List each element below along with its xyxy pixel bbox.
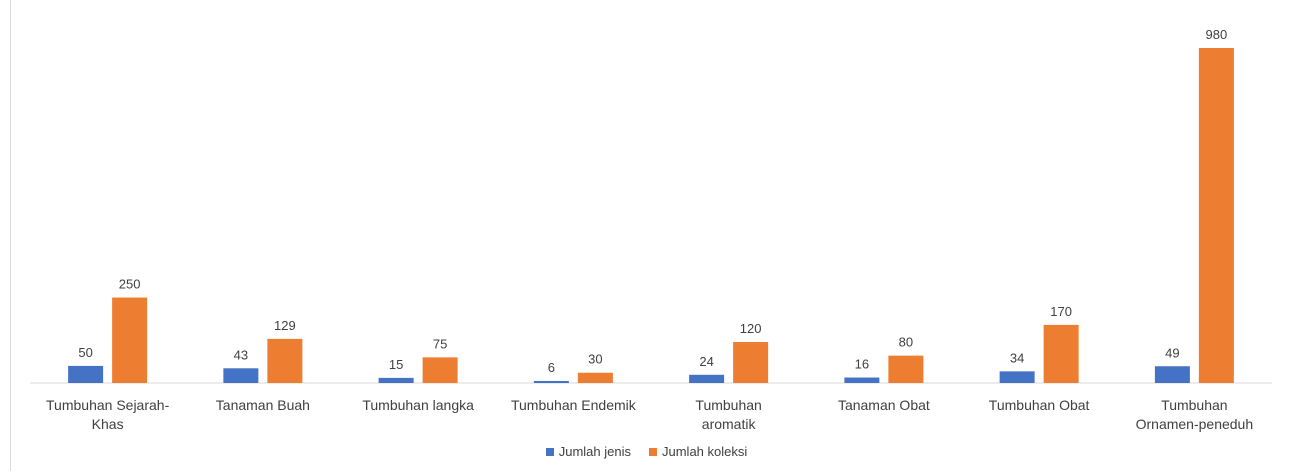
bar-series-1-cat-5 (888, 355, 924, 383)
x-tick-label-6: Tumbuhan Obat (989, 397, 1090, 413)
data-label-series-1-cat-2: 75 (433, 336, 447, 351)
data-label-series-0-cat-0: 50 (78, 345, 92, 360)
bar-series-1-cat-2 (422, 357, 458, 383)
legend-label-series-1: Jumlah koleksi (662, 444, 748, 459)
bar-series-0-cat-4 (689, 374, 725, 383)
bar-chart: 50 250 43 129 15 75 6 30 24 120 16 80 34 170 49 980 Tum… (30, 27, 1272, 432)
x-tick-label-0-line-0: Tumbuhan Sejarah- (46, 397, 170, 413)
data-label-series-1-cat-5: 80 (899, 335, 913, 350)
data-label-series-1-cat-1: 129 (274, 318, 296, 333)
bar-series-1-cat-7 (1198, 48, 1234, 383)
bar-series-0-cat-1 (223, 368, 259, 383)
bar-series-0-cat-5 (844, 377, 880, 383)
x-tick-label-2: Tumbuhan langka (362, 397, 474, 413)
x-tick-label-3: Tumbuhan Endemik (511, 397, 637, 413)
bar-series-0-cat-6 (999, 371, 1035, 383)
data-label-series-0-cat-1: 43 (234, 347, 248, 362)
bar-series-1-cat-6 (1043, 324, 1079, 383)
bar-series-0-cat-0 (68, 365, 104, 383)
data-label-series-0-cat-4: 24 (699, 354, 713, 369)
x-tick-label-0-line-1: Khas (92, 416, 124, 432)
legend-item-series-1: Jumlah koleksi (649, 444, 747, 459)
data-label-series-1-cat-3: 30 (588, 352, 602, 367)
x-tick-label-4-line-1: aromatik (702, 416, 757, 432)
x-tick-label-5: Tanaman Obat (838, 397, 930, 413)
legend-swatch-series-1 (649, 447, 657, 456)
x-tick-label-1: Tanaman Buah (216, 397, 310, 413)
data-label-series-0-cat-3: 6 (548, 360, 555, 375)
legend-item-series-0: Jumlah jenis (545, 444, 631, 459)
data-label-series-0-cat-6: 34 (1010, 350, 1024, 365)
data-label-series-0-cat-7: 49 (1165, 345, 1179, 360)
bar-series-1-cat-4 (733, 341, 769, 383)
data-label-series-1-cat-4: 120 (740, 321, 762, 336)
bar-series-1-cat-1 (267, 338, 303, 383)
bar-series-1-cat-0 (112, 297, 148, 383)
legend-label-series-0: Jumlah jenis (558, 444, 631, 459)
x-tick-label-4-line-0: Tumbuhan (695, 397, 761, 413)
legend: Jumlah jenis Jumlah koleksi (0, 444, 1293, 459)
data-label-series-1-cat-7: 980 (1206, 27, 1228, 42)
bar-series-1-cat-3 (577, 372, 613, 383)
bar-series-0-cat-3 (533, 380, 569, 383)
legend-swatch-series-0 (545, 447, 554, 456)
x-tick-label-7-line-0: Tumbuhan (1161, 397, 1227, 413)
bar-series-0-cat-2 (378, 377, 414, 383)
data-label-series-0-cat-2: 15 (389, 357, 403, 372)
data-label-series-1-cat-0: 250 (119, 277, 141, 292)
data-label-series-1-cat-6: 170 (1050, 304, 1072, 319)
chart-frame-line (10, 0, 11, 471)
data-label-series-0-cat-5: 16 (855, 357, 869, 372)
x-tick-label-7-line-1: Ornamen-peneduh (1136, 416, 1254, 432)
bar-series-0-cat-7 (1154, 366, 1190, 383)
